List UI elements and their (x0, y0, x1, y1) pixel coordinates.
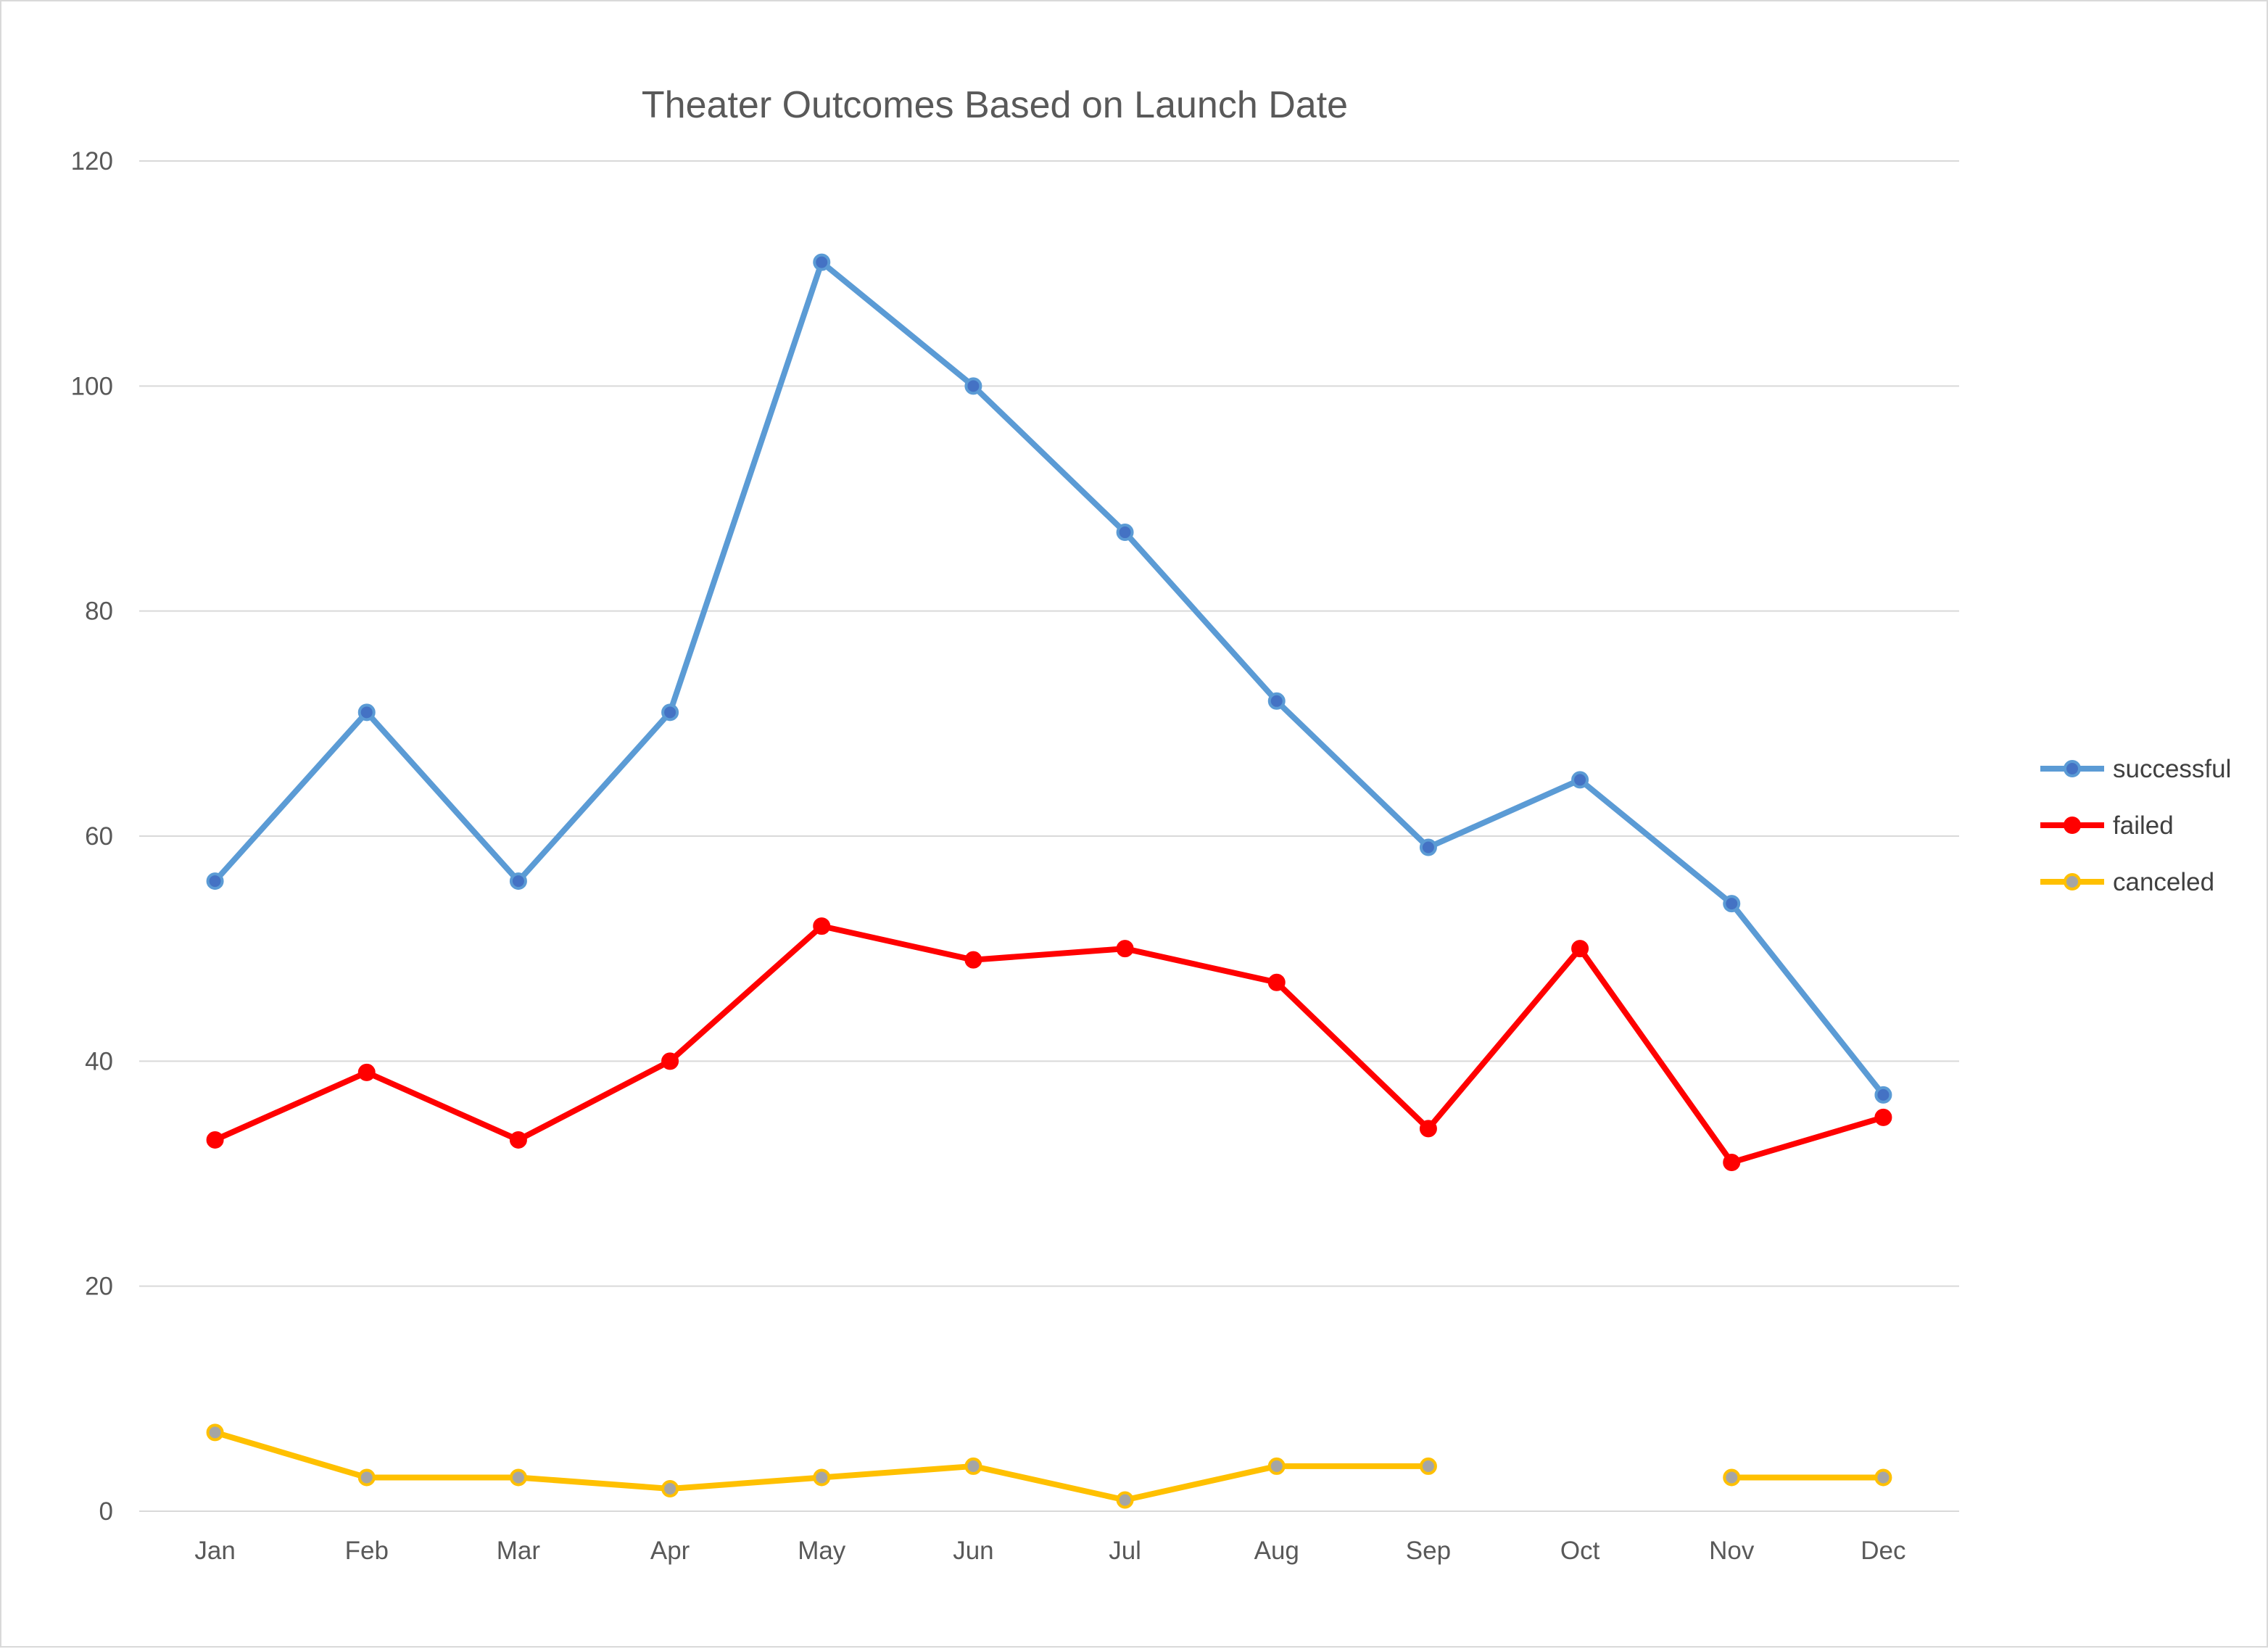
series-successful (206, 253, 1892, 1104)
data-point-failed (509, 1131, 527, 1149)
legend-item-failed: failed (2040, 811, 2174, 840)
data-point-failed (1267, 973, 1286, 991)
y-tick-label: 0 (99, 1497, 113, 1526)
data-point-canceled (964, 1457, 982, 1475)
series-failed (206, 917, 1892, 1171)
x-tick-label: Jan (194, 1537, 235, 1565)
data-point-successful (1874, 1086, 1892, 1104)
data-point-failed (813, 917, 831, 935)
data-point-failed (1571, 940, 1589, 958)
data-point-canceled (813, 1468, 831, 1487)
data-point-successful (206, 872, 224, 890)
legend-swatch-marker (2064, 817, 2081, 834)
data-point-successful (357, 703, 376, 722)
data-point-successful (1571, 771, 1589, 789)
data-point-successful (1419, 838, 1437, 856)
data-point-canceled (1723, 1468, 1741, 1487)
x-tick-label: Aug (1254, 1537, 1299, 1565)
x-tick-label: Sep (1406, 1537, 1451, 1565)
data-point-canceled (1419, 1457, 1437, 1475)
data-point-successful (813, 253, 831, 271)
data-point-successful (1723, 895, 1741, 913)
legend-item-canceled: canceled (2040, 868, 2214, 896)
data-point-canceled (509, 1468, 527, 1487)
data-point-failed (357, 1063, 376, 1081)
y-axis-ticks: 0 20 40 60 80 100 120 (71, 147, 113, 1526)
y-tick-label: 80 (85, 598, 113, 626)
x-tick-label: Oct (1560, 1537, 1600, 1565)
x-tick-label: May (798, 1537, 846, 1565)
data-point-failed (1874, 1108, 1892, 1126)
x-tick-label: Nov (1709, 1537, 1755, 1565)
legend-label: failed (2113, 811, 2174, 840)
data-point-canceled (1267, 1457, 1286, 1475)
data-point-failed (661, 1052, 679, 1070)
data-point-canceled (661, 1479, 679, 1497)
data-point-canceled (357, 1468, 376, 1487)
y-tick-label: 120 (71, 147, 113, 175)
x-tick-label: Jun (953, 1537, 993, 1565)
legend-swatch-marker (2064, 873, 2081, 890)
data-point-canceled (1874, 1468, 1892, 1487)
x-axis-ticks: Jan Feb Mar Apr May Jun Jul Aug Sep Oct Nov Dec (194, 1537, 1905, 1565)
data-point-successful (661, 703, 679, 722)
series-lines (206, 253, 1892, 1509)
x-tick-label: Jul (1109, 1537, 1141, 1565)
data-point-canceled (1116, 1491, 1134, 1509)
y-tick-label: 40 (85, 1047, 113, 1075)
legend-label: canceled (2113, 868, 2214, 896)
data-point-successful (964, 377, 982, 395)
x-tick-label: Dec (1861, 1537, 1905, 1565)
chart-title: Theater Outcomes Based on Launch Date (642, 84, 1348, 126)
data-point-canceled (206, 1423, 224, 1442)
legend-swatch-marker (2064, 760, 2081, 777)
gridlines (139, 160, 1959, 1512)
legend: successful failed canceled (2040, 755, 2231, 896)
x-tick-label: Feb (345, 1537, 389, 1565)
y-tick-label: 20 (85, 1273, 113, 1301)
data-point-successful (1267, 692, 1286, 710)
legend-item-successful: successful (2040, 755, 2231, 783)
data-point-failed (1419, 1120, 1437, 1138)
data-point-successful (1116, 524, 1134, 542)
data-point-failed (1723, 1153, 1741, 1171)
data-point-failed (1116, 940, 1134, 958)
series-line-successful (212, 259, 1887, 1098)
series-canceled (206, 1423, 1892, 1509)
series-line-canceled (212, 1429, 1431, 1503)
data-point-failed (206, 1131, 224, 1149)
y-tick-label: 100 (71, 372, 113, 400)
data-point-successful (509, 872, 527, 890)
data-point-failed (964, 951, 982, 969)
series-line-failed (212, 923, 1887, 1165)
legend-label: successful (2113, 755, 2231, 783)
x-tick-label: Apr (650, 1537, 690, 1565)
y-tick-label: 60 (85, 822, 113, 851)
x-tick-label: Mar (497, 1537, 541, 1565)
